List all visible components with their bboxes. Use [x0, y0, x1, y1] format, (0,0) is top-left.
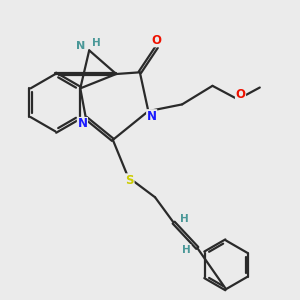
Text: H: H	[182, 244, 191, 255]
Text: N: N	[147, 110, 157, 123]
Text: H: H	[92, 38, 101, 48]
Text: H: H	[180, 214, 189, 224]
Text: N: N	[77, 118, 87, 130]
Text: O: O	[236, 88, 245, 101]
Text: O: O	[152, 34, 162, 47]
Text: S: S	[125, 174, 134, 187]
Text: N: N	[76, 41, 86, 51]
